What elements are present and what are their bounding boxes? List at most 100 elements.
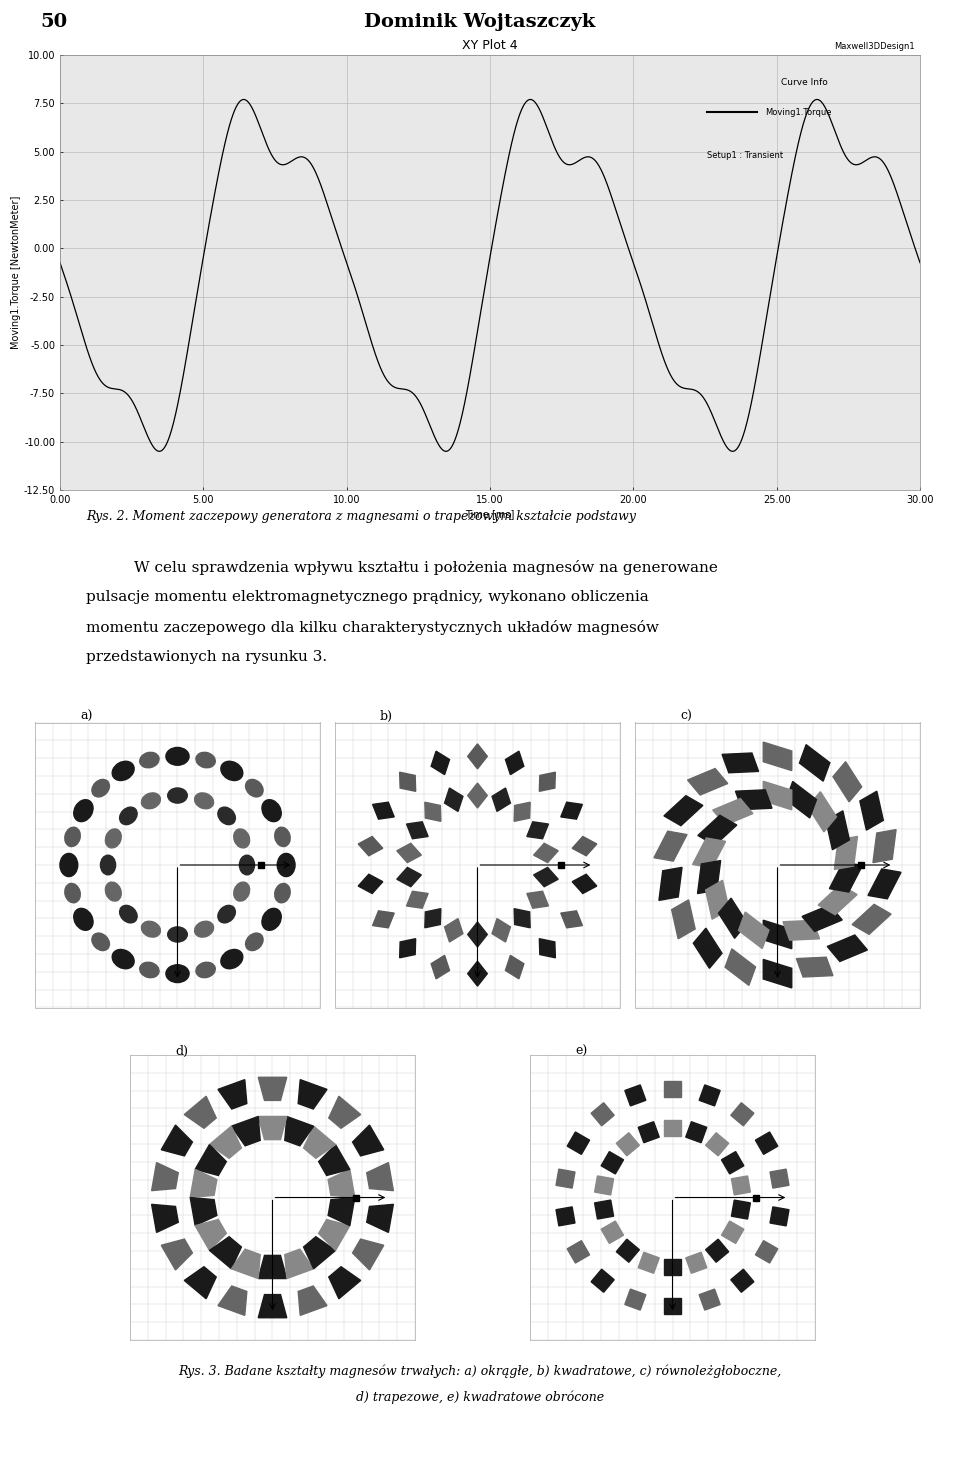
Y-axis label: Moving1.Torque [NewtonMeter]: Moving1.Torque [NewtonMeter] xyxy=(12,196,21,350)
Polygon shape xyxy=(190,1198,217,1226)
Polygon shape xyxy=(756,1240,778,1263)
Polygon shape xyxy=(572,875,597,894)
Polygon shape xyxy=(218,1080,247,1109)
Ellipse shape xyxy=(141,922,160,937)
Polygon shape xyxy=(783,920,820,940)
Polygon shape xyxy=(468,743,488,768)
Polygon shape xyxy=(763,742,792,770)
Ellipse shape xyxy=(112,761,134,780)
Ellipse shape xyxy=(74,799,93,822)
Text: d): d) xyxy=(175,1044,188,1058)
Ellipse shape xyxy=(196,752,215,768)
Text: Rys. 2. Moment zaczepowy generatora z magnesami o trapezowym kształcie podstawy: Rys. 2. Moment zaczepowy generatora z ma… xyxy=(86,510,636,524)
Polygon shape xyxy=(352,1125,384,1156)
Polygon shape xyxy=(732,1176,751,1195)
Polygon shape xyxy=(184,1267,216,1299)
Polygon shape xyxy=(601,1152,624,1174)
Ellipse shape xyxy=(218,906,235,923)
Polygon shape xyxy=(399,773,416,791)
Polygon shape xyxy=(258,1117,287,1140)
Polygon shape xyxy=(616,1133,639,1156)
Polygon shape xyxy=(763,920,792,948)
Polygon shape xyxy=(527,822,548,839)
Polygon shape xyxy=(556,1207,575,1226)
Polygon shape xyxy=(372,912,395,928)
Polygon shape xyxy=(818,885,857,914)
Polygon shape xyxy=(506,956,524,979)
Ellipse shape xyxy=(74,909,93,931)
Polygon shape xyxy=(468,962,488,987)
Polygon shape xyxy=(328,1170,355,1198)
Polygon shape xyxy=(444,788,463,811)
Polygon shape xyxy=(722,1221,744,1243)
Ellipse shape xyxy=(140,752,159,768)
Polygon shape xyxy=(693,928,722,968)
Text: Curve Info: Curve Info xyxy=(780,78,828,87)
Polygon shape xyxy=(712,798,753,825)
Polygon shape xyxy=(756,1131,778,1155)
Polygon shape xyxy=(601,1221,624,1243)
Ellipse shape xyxy=(221,761,243,780)
Polygon shape xyxy=(358,875,383,894)
X-axis label: Time [ms]: Time [ms] xyxy=(466,509,515,519)
Polygon shape xyxy=(698,860,721,894)
Polygon shape xyxy=(184,1096,216,1128)
Polygon shape xyxy=(625,1289,646,1310)
Ellipse shape xyxy=(221,950,243,969)
Polygon shape xyxy=(763,782,792,810)
Polygon shape xyxy=(303,1236,335,1268)
Polygon shape xyxy=(868,869,901,898)
Polygon shape xyxy=(152,1205,179,1233)
Text: pulsacje momentu elektromagnetycznego prądnicy, wykonano obliczenia: pulsacje momentu elektromagnetycznego pr… xyxy=(86,590,649,603)
Polygon shape xyxy=(829,861,862,892)
Polygon shape xyxy=(718,898,747,938)
Polygon shape xyxy=(468,783,488,808)
Polygon shape xyxy=(833,761,862,802)
Polygon shape xyxy=(735,789,772,810)
Polygon shape xyxy=(722,754,758,773)
Polygon shape xyxy=(591,1268,614,1292)
Ellipse shape xyxy=(233,882,250,901)
Polygon shape xyxy=(873,829,896,863)
Polygon shape xyxy=(556,1170,575,1189)
Ellipse shape xyxy=(218,807,235,825)
Polygon shape xyxy=(664,1258,681,1276)
Ellipse shape xyxy=(239,855,254,875)
Polygon shape xyxy=(638,1252,660,1273)
Polygon shape xyxy=(396,867,421,886)
Polygon shape xyxy=(299,1286,327,1316)
Polygon shape xyxy=(328,1096,361,1128)
Text: Maxwell3DDesign1: Maxwell3DDesign1 xyxy=(834,41,915,50)
Polygon shape xyxy=(161,1239,192,1270)
Polygon shape xyxy=(706,1239,729,1263)
Polygon shape xyxy=(731,1103,754,1125)
Ellipse shape xyxy=(92,934,109,950)
Polygon shape xyxy=(425,909,441,928)
Polygon shape xyxy=(285,1249,314,1279)
Polygon shape xyxy=(826,811,850,850)
Polygon shape xyxy=(328,1198,355,1226)
Ellipse shape xyxy=(106,882,121,901)
Polygon shape xyxy=(231,1249,260,1279)
Polygon shape xyxy=(770,1207,789,1226)
Polygon shape xyxy=(687,768,728,795)
Polygon shape xyxy=(468,922,488,947)
Polygon shape xyxy=(358,836,383,856)
Ellipse shape xyxy=(92,779,109,797)
Text: Setup1 : Transient: Setup1 : Transient xyxy=(708,150,783,159)
Ellipse shape xyxy=(120,906,137,923)
Polygon shape xyxy=(515,802,530,822)
Ellipse shape xyxy=(262,799,281,822)
Polygon shape xyxy=(706,881,729,919)
Polygon shape xyxy=(561,912,583,928)
Polygon shape xyxy=(807,792,836,832)
Polygon shape xyxy=(527,891,548,909)
Polygon shape xyxy=(328,1267,361,1299)
Polygon shape xyxy=(685,1121,707,1143)
Text: momentu zaczepowego dla kilku charakterystycznych układów magnesów: momentu zaczepowego dla kilku charaktery… xyxy=(86,620,660,636)
Polygon shape xyxy=(698,816,737,845)
Polygon shape xyxy=(594,1176,613,1195)
Ellipse shape xyxy=(196,962,215,978)
Ellipse shape xyxy=(101,855,115,875)
Polygon shape xyxy=(152,1162,179,1190)
